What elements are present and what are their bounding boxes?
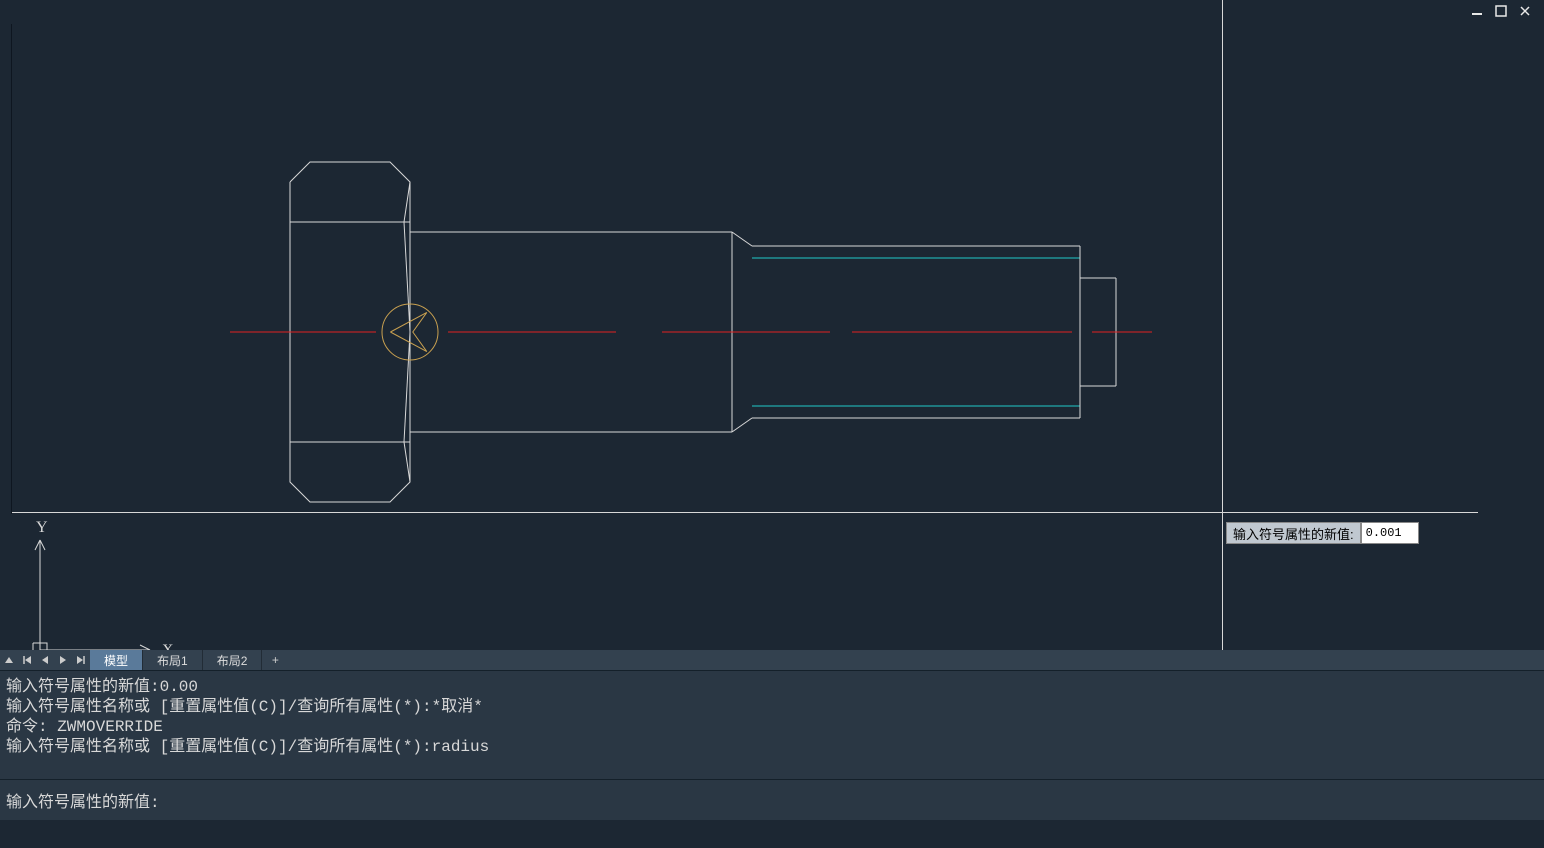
tab-nav-last-icon[interactable] <box>72 650 90 670</box>
command-input[interactable] <box>160 791 1544 809</box>
command-prompt-label: 输入符号属性的新值: <box>6 788 160 812</box>
tab-nav-first-icon[interactable] <box>18 650 36 670</box>
status-bar <box>0 820 1544 848</box>
tab-nav-prev-icon[interactable] <box>36 650 54 670</box>
crosshair-horizontal <box>12 512 1478 513</box>
tab-scroll-up-icon[interactable] <box>0 650 18 670</box>
cad-drawing: XY <box>12 22 1222 650</box>
layout-tab-label: 模型 <box>104 652 128 669</box>
tab-add-button[interactable]: + <box>262 650 288 670</box>
layout-tab-label: 布局1 <box>157 652 188 669</box>
drawing-viewport[interactable]: XY <box>12 22 1222 650</box>
crosshair-vertical <box>1222 0 1223 650</box>
layout-tab[interactable]: 布局1 <box>143 650 203 670</box>
svg-text:Y: Y <box>36 519 48 536</box>
layout-tab-label: 布局2 <box>217 652 248 669</box>
dynamic-input-label: 输入符号属性的新值: <box>1226 522 1361 544</box>
layout-tab[interactable]: 布局2 <box>203 650 263 670</box>
dynamic-input-prompt: 输入符号属性的新值: <box>1226 522 1419 544</box>
layout-tab[interactable]: 模型 <box>90 650 143 670</box>
command-line: 输入符号属性的新值: <box>0 780 1544 820</box>
command-history[interactable]: 输入符号属性的新值:0.00 输入符号属性名称或 [重置属性值(C)]/查询所有… <box>0 670 1544 780</box>
layout-tabbar: 模型 布局1 布局2 + <box>0 650 1544 670</box>
plus-icon: + <box>272 653 279 667</box>
close-button[interactable] <box>1518 4 1532 18</box>
dynamic-input-field[interactable] <box>1361 522 1419 544</box>
tab-nav-next-icon[interactable] <box>54 650 72 670</box>
left-sidebar-stub <box>0 24 12 514</box>
window-controls <box>1470 0 1544 22</box>
svg-text:X: X <box>162 642 174 650</box>
maximize-button[interactable] <box>1494 4 1508 18</box>
minimize-button[interactable] <box>1470 4 1484 18</box>
